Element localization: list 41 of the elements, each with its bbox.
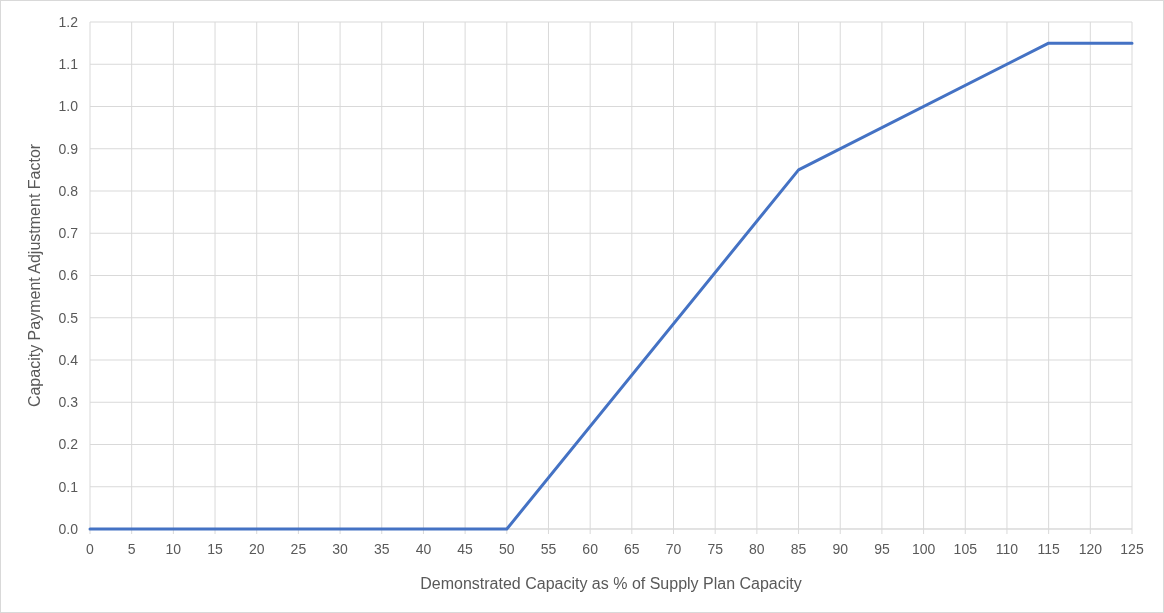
- y-axis-title: Capacity Payment Adjustment Factor: [26, 143, 43, 408]
- x-tick-label: 105: [953, 541, 978, 557]
- x-tick-label: 120: [1078, 541, 1103, 557]
- y-tick-label: 1.0: [58, 98, 79, 115]
- y-tick-label: 0.2: [58, 436, 79, 453]
- x-tick-label: 110: [995, 541, 1019, 557]
- x-tick-label: 100: [911, 541, 936, 557]
- y-tick-label: 0.8: [58, 182, 79, 199]
- y-tick-label: 0.5: [58, 309, 79, 326]
- y-tick-label: 0.1: [58, 478, 79, 495]
- y-tick-label: 0.0: [58, 520, 79, 537]
- y-tick-label: 0.4: [58, 351, 79, 368]
- x-tick-label: 75: [707, 541, 724, 557]
- y-tick-label: 1.1: [58, 56, 79, 73]
- x-tick-label: 95: [874, 541, 890, 557]
- x-tick-label: 15: [207, 541, 224, 557]
- x-tick-label: 30: [332, 541, 349, 557]
- x-tick-label: 90: [832, 541, 849, 557]
- x-tick-label: 10: [165, 541, 182, 557]
- x-tick-label: 70: [665, 541, 682, 557]
- x-tick-label: 115: [1037, 541, 1061, 557]
- y-tick-label: 1.2: [58, 13, 79, 30]
- x-tick-label: 40: [415, 541, 432, 557]
- x-tick-label: 60: [582, 541, 599, 557]
- x-tick-label: 35: [373, 541, 390, 557]
- y-tick-label: 0.9: [58, 140, 79, 157]
- y-tick-label: 0.6: [58, 267, 79, 284]
- x-tick-label: 45: [457, 541, 474, 557]
- x-tick-label: 80: [749, 541, 765, 557]
- x-tick-label: 20: [248, 541, 265, 557]
- x-tick-label: 65: [624, 541, 640, 557]
- x-tick-label: 85: [790, 541, 807, 557]
- x-tick-label: 0: [86, 541, 95, 557]
- x-tick-label: 55: [540, 541, 557, 557]
- x-tick-label: 125: [1120, 541, 1144, 557]
- x-axis-title: Demonstrated Capacity as % of Supply Plan Capacity: [420, 575, 802, 592]
- x-tick-label: 5: [127, 541, 136, 557]
- x-tick-label: 50: [499, 541, 515, 557]
- x-tick-label: 25: [290, 541, 307, 557]
- y-tick-label: 0.7: [58, 225, 79, 242]
- y-tick-label: 0.3: [58, 394, 79, 411]
